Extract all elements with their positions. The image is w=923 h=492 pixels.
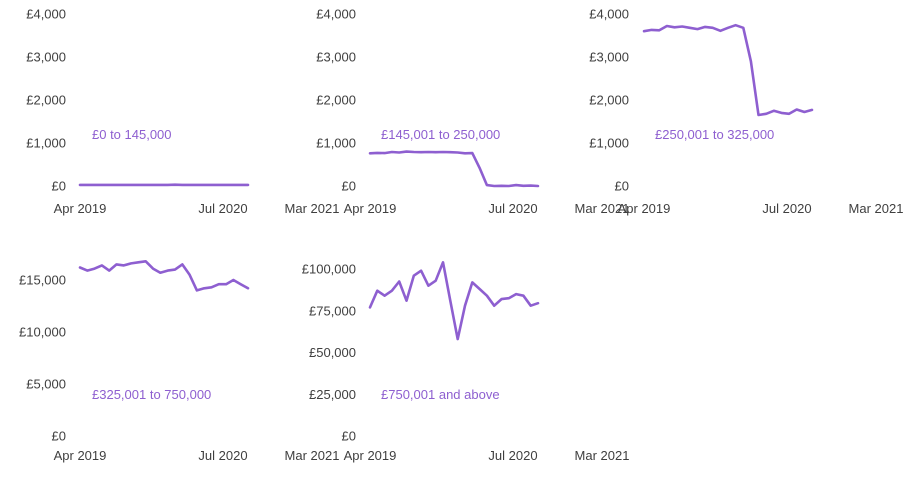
y-tick-label: £2,000 — [589, 93, 629, 108]
x-tick-label: Jul 2020 — [762, 201, 811, 216]
y-tick-label: £0 — [342, 429, 356, 444]
y-tick-label: £1,000 — [589, 136, 629, 151]
x-tick-label: Mar 2021 — [575, 448, 630, 463]
y-tick-label: £2,000 — [316, 93, 356, 108]
y-tick-label: £4,000 — [316, 7, 356, 22]
y-tick-label: £3,000 — [316, 50, 356, 65]
x-tick-label: Jul 2020 — [198, 448, 247, 463]
y-tick-label: £0 — [52, 179, 66, 194]
x-tick-label: Mar 2021 — [285, 201, 340, 216]
y-tick-label: £3,000 — [26, 50, 66, 65]
y-tick-label: £25,000 — [309, 387, 356, 402]
y-tick-label: £0 — [342, 179, 356, 194]
y-tick-label: £50,000 — [309, 345, 356, 360]
x-tick-label: Apr 2019 — [618, 201, 671, 216]
x-tick-label: Apr 2019 — [54, 201, 107, 216]
x-tick-label: Jul 2020 — [488, 201, 537, 216]
y-tick-label: £15,000 — [19, 273, 66, 288]
y-tick-label: £10,000 — [19, 325, 66, 340]
x-tick-label: Apr 2019 — [344, 448, 397, 463]
y-tick-label: £4,000 — [589, 7, 629, 22]
y-tick-label: £0 — [52, 429, 66, 444]
y-tick-label: £100,000 — [302, 262, 356, 277]
x-tick-label: Jul 2020 — [488, 448, 537, 463]
series-line — [368, 150, 540, 188]
series-line — [642, 23, 814, 117]
y-tick-label: £75,000 — [309, 303, 356, 318]
x-tick-label: Apr 2019 — [54, 448, 107, 463]
chart-title: £325,001 to 750,000 — [92, 387, 211, 402]
chart-title: £250,001 to 325,000 — [655, 127, 774, 142]
x-tick-label: Mar 2021 — [575, 201, 630, 216]
series-line — [78, 259, 250, 292]
chart-title: £750,001 and above — [381, 387, 500, 402]
y-tick-label: £1,000 — [26, 136, 66, 151]
y-tick-label: £1,000 — [316, 136, 356, 151]
y-tick-label: £3,000 — [589, 50, 629, 65]
y-tick-label: £4,000 — [26, 7, 66, 22]
y-tick-label: £2,000 — [26, 93, 66, 108]
x-tick-label: Mar 2021 — [285, 448, 340, 463]
series-line — [368, 260, 540, 341]
x-tick-label: Apr 2019 — [344, 201, 397, 216]
chart-title: £0 to 145,000 — [92, 127, 172, 142]
y-tick-label: £0 — [615, 179, 629, 194]
chart-title: £145,001 to 250,000 — [381, 127, 500, 142]
y-tick-label: £5,000 — [26, 377, 66, 392]
x-tick-label: Mar 2021 — [849, 201, 904, 216]
x-tick-label: Jul 2020 — [198, 201, 247, 216]
